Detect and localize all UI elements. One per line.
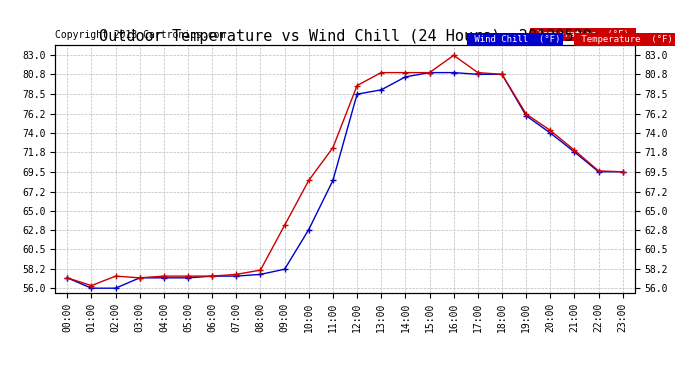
Text: Temperature  (°F): Temperature (°F) <box>532 30 634 39</box>
Title: Outdoor Temperature vs Wind Chill (24 Hours)  20130529: Outdoor Temperature vs Wind Chill (24 Ho… <box>99 29 591 44</box>
Text: Wind Chill  (°F): Wind Chill (°F) <box>469 35 560 44</box>
Text: Wind Chill  (°F): Wind Chill (°F) <box>538 30 634 39</box>
Text: Temperature  (°F): Temperature (°F) <box>576 35 673 44</box>
Text: Copyright 2013 Cartronics.com: Copyright 2013 Cartronics.com <box>55 30 226 40</box>
